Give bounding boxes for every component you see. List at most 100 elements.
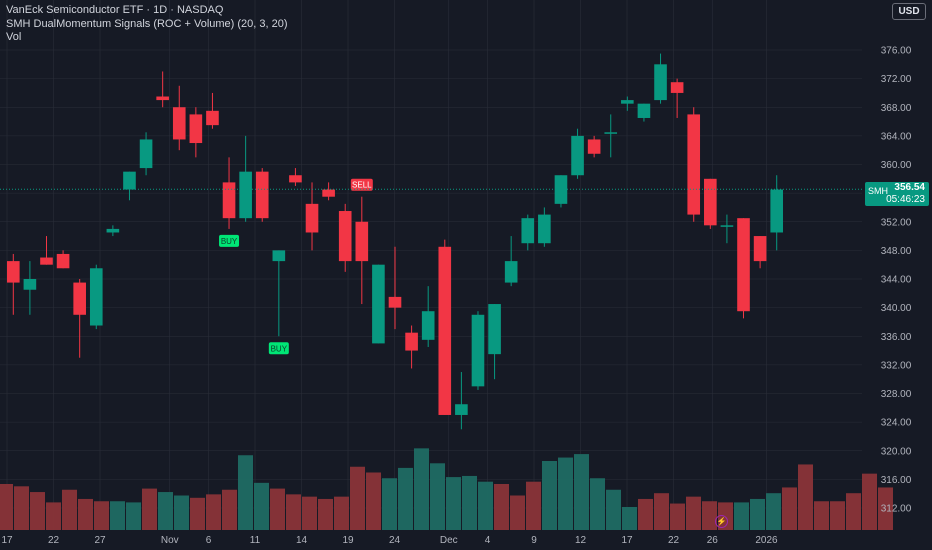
time-tick-label: Nov [161, 535, 179, 546]
candle-body [272, 250, 286, 262]
signal-labels: BUY BUY SELL [219, 178, 373, 355]
price-tick-label: 352.00 [881, 217, 912, 228]
volume-bar [590, 478, 605, 530]
candle-body [289, 175, 302, 183]
time-tick-label: 22 [668, 535, 680, 546]
price-tick-label: 340.00 [881, 303, 912, 314]
volume-bar [830, 501, 845, 530]
price-tick-label: 324.00 [881, 418, 912, 429]
volume-bar [542, 461, 557, 530]
volume-bar [622, 507, 637, 530]
candle-body [753, 236, 767, 262]
candle-body [73, 282, 86, 315]
price-tick-label: 368.00 [881, 103, 912, 114]
volume-bar [126, 502, 141, 530]
volume-bar [878, 487, 893, 530]
volume-bar [446, 477, 461, 530]
volume-bar [782, 487, 797, 530]
last-price-value: 356.54 [894, 182, 925, 193]
volume-bar [270, 488, 285, 530]
volume-bar [110, 501, 125, 530]
volume-bar [142, 488, 157, 530]
volume-bar [702, 501, 717, 530]
candle-body [637, 103, 651, 118]
time-tick-label: 22 [48, 535, 60, 546]
currency-button[interactable]: USD [892, 3, 926, 20]
time-tick-label: 19 [342, 535, 354, 546]
candle-body [471, 314, 485, 387]
candle-body [222, 182, 236, 219]
time-tick-label: 11 [250, 535, 261, 546]
lightning-icon[interactable]: ⚡ [715, 515, 728, 528]
candle-body [538, 214, 551, 244]
candle-body [23, 279, 37, 290]
symbol-title[interactable]: VanEck Semiconductor ETF · 1D · NASDAQ [6, 4, 224, 16]
volume-bar [334, 496, 349, 530]
candle-body [720, 225, 734, 227]
volume-bar [574, 454, 589, 530]
volume-bar [366, 472, 381, 530]
candle-body [106, 228, 120, 233]
volume-bar [46, 502, 61, 530]
volume-bar [398, 467, 413, 530]
candle-body [139, 139, 153, 169]
candle-body [704, 178, 717, 226]
candle-body [206, 110, 219, 126]
volume-bar [318, 498, 333, 530]
indicator-title[interactable]: SMH DualMomentum Signals (ROC + Volume) … [6, 17, 288, 30]
candle-body [89, 268, 103, 326]
bar-countdown: 05:46:23 [886, 194, 925, 205]
candle-body [438, 246, 452, 415]
candle-body [488, 304, 501, 355]
volume-bar [558, 457, 573, 530]
candle-body [305, 203, 319, 233]
candle-body [571, 135, 584, 176]
volume-bar [494, 484, 509, 530]
time-tick-label: 4 [485, 535, 491, 546]
price-tick-label: 320.00 [881, 446, 912, 457]
price-tick-label: 312.00 [881, 504, 912, 515]
candle-body [172, 107, 186, 140]
last-price-symbol: SMH [868, 186, 888, 196]
candle-body [255, 171, 269, 219]
volume-bar [638, 498, 653, 530]
chart-legend: VanEck Semiconductor ETF · 1D · NASDAQ S… [6, 4, 288, 45]
candle-body [239, 171, 252, 219]
price-tick-label: 376.00 [881, 46, 912, 57]
time-tick-label: 24 [389, 535, 401, 546]
candle-body [40, 257, 53, 265]
price-tick-label: 336.00 [881, 332, 912, 343]
chart-grid [0, 0, 862, 530]
time-tick-label: 17 [1, 535, 13, 546]
volume-bar [286, 494, 301, 530]
candle-body [687, 114, 701, 215]
candle-body [388, 296, 402, 308]
volume-bar [414, 448, 429, 530]
volume-bar [654, 493, 669, 530]
time-tick-label: 27 [94, 535, 106, 546]
volume-bar [670, 503, 685, 530]
volume-bar [62, 489, 77, 530]
price-axis: 312.00 316.00 320.00 324.00 328.00 332.00 336.… [881, 46, 912, 515]
candle-body [670, 82, 684, 93]
candle-body [521, 218, 535, 244]
volume-title[interactable]: Vol [6, 31, 22, 43]
signal-badge [219, 234, 240, 247]
volume-bar [206, 494, 221, 530]
volume-bar [846, 493, 861, 530]
volume-bar [350, 466, 365, 530]
volume-bar [382, 478, 397, 530]
volume-bar [78, 498, 93, 530]
volume-bar [462, 475, 477, 530]
signal-label: BUY [221, 237, 238, 246]
candle-body [654, 64, 667, 101]
volume-bar [606, 489, 621, 530]
volume-bar [862, 473, 877, 530]
volume-bar [510, 495, 525, 530]
candle-body [770, 189, 784, 233]
signal-badge [268, 342, 289, 355]
volume-bar [686, 496, 701, 530]
price-tick-label: 364.00 [881, 131, 912, 142]
signal-label: SELL [352, 181, 372, 190]
